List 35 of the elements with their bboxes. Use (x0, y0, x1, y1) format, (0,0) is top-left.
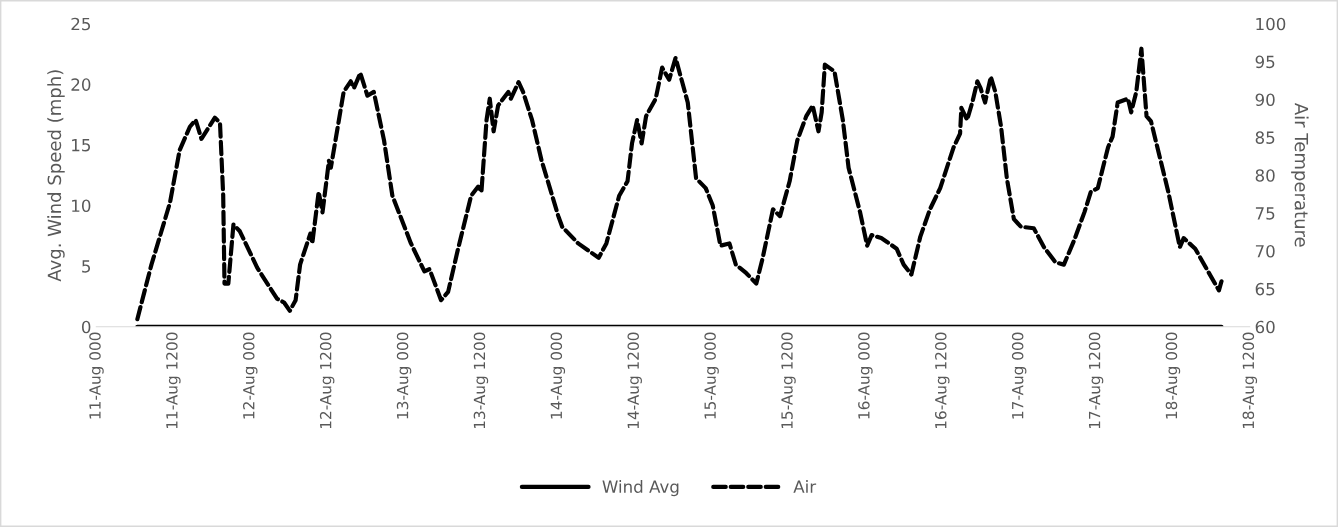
x-tick-label: 15-Aug 000 (704, 332, 719, 419)
y2-tick-label: 95 (1255, 55, 1275, 69)
y2-tick-label: 60 (1255, 320, 1275, 334)
legend-label: Air (793, 480, 817, 493)
y2-tick-label: 65 (1255, 282, 1275, 296)
y-tick-label: 10 (72, 199, 91, 213)
y2-tick-label: 90 (1255, 93, 1275, 107)
y2-tick-label: 85 (1255, 131, 1275, 144)
y-tick-label: 20 (71, 78, 91, 91)
y2-tick-label: 100 (1256, 17, 1286, 31)
x-tick-label: 18-Aug 1200 (1242, 332, 1258, 429)
x-tick-label: 13-Aug 1200 (473, 332, 489, 429)
y2-tick-label: 80 (1255, 169, 1275, 182)
y-tick-label: 25 (71, 17, 91, 31)
x-tick-label: 14-Aug 000 (550, 332, 566, 419)
x-tick-label: 13-Aug 000 (396, 332, 412, 419)
x-tick-label: 14-Aug 1200 (627, 332, 642, 429)
x-tick-label: 11-Aug 000 (89, 332, 104, 419)
x-tick-label: 17-Aug 000 (1011, 332, 1027, 419)
x-tick-label: 12-Aug 000 (242, 332, 258, 419)
y2-tick-label: 70 (1255, 244, 1275, 258)
x-tick-label: 11-Aug 1200 (166, 332, 181, 429)
x-tick-label: 18-Aug 000 (1165, 332, 1181, 419)
y-axis-title: Avg. Wind Speed (mph) (47, 70, 65, 282)
x-tick-label: 17-Aug 1200 (1088, 332, 1104, 429)
x-tick-label: 16-Aug 1200 (935, 332, 950, 429)
y2-tick-label: 75 (1255, 207, 1275, 220)
x-tick-label: 16-Aug 000 (858, 332, 873, 419)
x-tick-label: 15-Aug 1200 (781, 332, 796, 429)
y-tick-label: 5 (82, 260, 91, 273)
x-tick-label: 12-Aug 1200 (319, 332, 335, 429)
legend-label: Wind Avg (602, 480, 679, 497)
y-tick-label: 15 (72, 139, 91, 152)
y2-axis-title: Air Temperature (1291, 102, 1309, 247)
y-tick-label: 0 (81, 320, 91, 334)
